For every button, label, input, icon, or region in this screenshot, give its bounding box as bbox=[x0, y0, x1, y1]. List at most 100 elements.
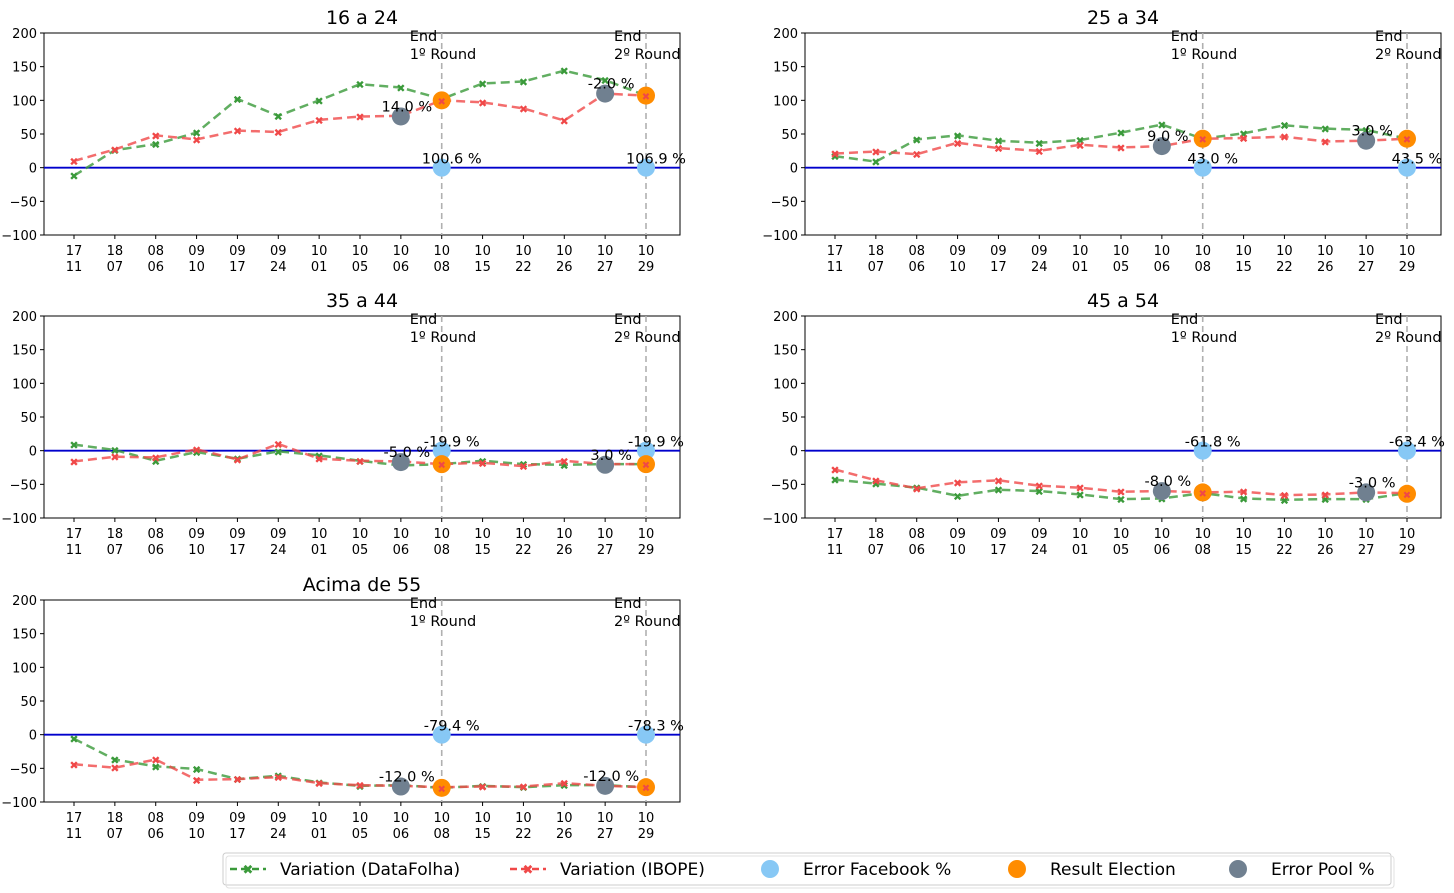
series-point-ibope: ✖ bbox=[355, 455, 364, 468]
facebook-error-label: -19.9 % bbox=[628, 435, 684, 451]
x-tick-label-bottom: 06 bbox=[1154, 543, 1171, 558]
x-tick-label-bottom: 06 bbox=[147, 543, 164, 558]
x-tick-label-bottom: 17 bbox=[990, 260, 1007, 275]
x-tick-label-bottom: 29 bbox=[1399, 543, 1416, 558]
series-point-ibope: ✖ bbox=[274, 126, 283, 139]
series-point-ibope: ✖ bbox=[478, 97, 487, 110]
series-point-ibope: ✖ bbox=[151, 452, 160, 465]
round-end-label-line2: 1º Round bbox=[1171, 47, 1238, 63]
x-tick-label-top: 10 bbox=[1276, 244, 1293, 259]
y-tick-label: 0 bbox=[29, 729, 37, 744]
pool-error-marker bbox=[1357, 131, 1376, 150]
series-point-datafolha: ✖ bbox=[69, 170, 78, 183]
subplot-0: 16 a 24−100−5005010015020017111807080609… bbox=[1, 7, 686, 275]
x-tick-label-bottom: 29 bbox=[638, 827, 655, 842]
election-overlap-point: ✖ bbox=[438, 784, 446, 795]
x-tick-label-bottom: 15 bbox=[474, 827, 491, 842]
election-overlap-point: ✖ bbox=[1403, 490, 1411, 501]
round-end-label-line2: 1º Round bbox=[410, 330, 477, 346]
series-point-datafolha: ✖ bbox=[601, 75, 610, 88]
subplots: 16 a 24−100−5005010015020017111807080609… bbox=[1, 7, 1445, 842]
facebook-error-marker bbox=[1398, 158, 1416, 177]
y-tick-label: 200 bbox=[773, 310, 798, 325]
subplot-3: 45 a 54−100−5005010015020017111807080609… bbox=[762, 290, 1445, 558]
x-tick-label-top: 08 bbox=[147, 811, 164, 826]
x-tick-label-bottom: 24 bbox=[270, 827, 287, 842]
round-end-label-line1: End bbox=[1171, 29, 1199, 45]
series-point-datafolha: ✖ bbox=[478, 78, 487, 91]
series-point-ibope: ✖ bbox=[1280, 131, 1289, 144]
x-tick-label-top: 10 bbox=[1358, 244, 1375, 259]
y-tick-label: 150 bbox=[12, 61, 37, 76]
x-tick-label-bottom: 10 bbox=[188, 827, 205, 842]
y-tick-label: −100 bbox=[1, 229, 37, 244]
series-point-datafolha: ✖ bbox=[315, 450, 324, 463]
round-end-label-line2: 1º Round bbox=[1171, 330, 1238, 346]
x-tick-label-top: 10 bbox=[474, 527, 491, 542]
series-point-ibope: ✖ bbox=[519, 103, 528, 116]
series-point-ibope: ✖ bbox=[233, 125, 242, 138]
x-tick-label-top: 10 bbox=[1072, 244, 1089, 259]
series-line-ibope bbox=[73, 92, 647, 163]
series-point-ibope: ✖ bbox=[560, 115, 569, 128]
series-point-ibope: ✖ bbox=[233, 454, 242, 467]
subplot-title: 35 a 44 bbox=[326, 290, 398, 312]
election-overlap-point: ✖ bbox=[642, 92, 650, 103]
y-tick-label: 150 bbox=[773, 61, 798, 76]
x-tick-label-bottom: 06 bbox=[147, 260, 164, 275]
facebook-error-marker bbox=[432, 725, 451, 744]
y-tick-label: 200 bbox=[12, 27, 37, 42]
series-point-datafolha: ✖ bbox=[1280, 494, 1289, 507]
facebook-error-marker bbox=[432, 158, 451, 177]
x-tick-label-top: 09 bbox=[229, 244, 246, 259]
series-point-ibope: ✖ bbox=[355, 111, 364, 124]
election-result-marker bbox=[637, 455, 655, 474]
y-tick-label: 150 bbox=[773, 344, 798, 359]
x-tick-label-top: 10 bbox=[638, 811, 655, 826]
series-point-datafolha: ✖ bbox=[519, 76, 528, 89]
x-tick-label-top: 18 bbox=[107, 244, 124, 259]
x-tick-label-bottom: 07 bbox=[868, 260, 885, 275]
series-point-datafolha: ✖ bbox=[1239, 493, 1248, 506]
series-point-ibope: ✖ bbox=[478, 457, 487, 470]
x-tick-label-top: 10 bbox=[1276, 527, 1293, 542]
series-point-datafolha: ✖ bbox=[274, 446, 283, 459]
x-tick-label-bottom: 11 bbox=[66, 260, 83, 275]
x-tick-label-top: 10 bbox=[474, 244, 491, 259]
facebook-error-marker bbox=[637, 725, 655, 744]
round-end-label-line2: 2º Round bbox=[614, 330, 681, 346]
x-tick-label-bottom: 26 bbox=[556, 543, 573, 558]
round-end-label-line1: End bbox=[1375, 29, 1403, 45]
x-tick-label-bottom: 05 bbox=[1113, 260, 1130, 275]
y-tick-label: 0 bbox=[790, 445, 798, 460]
y-tick-label: 200 bbox=[773, 27, 798, 42]
pool-error-marker bbox=[391, 107, 410, 126]
series-line-datafolha bbox=[834, 123, 1408, 163]
series-point-ibope: ✖ bbox=[69, 456, 78, 469]
round-end-label-line1: End bbox=[410, 29, 438, 45]
facebook-error-label: -19.9 % bbox=[424, 435, 480, 451]
series-point-ibope: ✖ bbox=[192, 444, 201, 457]
x-tick-label-bottom: 05 bbox=[352, 260, 369, 275]
series-point-datafolha: ✖ bbox=[1035, 486, 1044, 499]
x-tick-label-top: 08 bbox=[147, 244, 164, 259]
x-tick-label-top: 10 bbox=[352, 811, 369, 826]
series-point-ibope: ✖ bbox=[315, 114, 324, 127]
x-tick-label-bottom: 06 bbox=[908, 260, 925, 275]
election-overlap-point: ✖ bbox=[642, 461, 650, 472]
x-tick-label-top: 10 bbox=[597, 527, 614, 542]
x-tick-label-top: 10 bbox=[597, 811, 614, 826]
x-tick-label-bottom: 01 bbox=[311, 827, 328, 842]
series-point-datafolha: ✖ bbox=[1076, 489, 1085, 502]
x-tick-label-top: 08 bbox=[908, 244, 925, 259]
series-point-datafolha: ✖ bbox=[355, 455, 364, 468]
x-tick-label-bottom: 26 bbox=[1317, 543, 1334, 558]
series-point-datafolha: ✖ bbox=[912, 134, 921, 147]
legend-item-datafolha: ✖ Variation (DataFolha) bbox=[230, 860, 460, 880]
x-tick-label-bottom: 24 bbox=[270, 543, 287, 558]
y-tick-label: 50 bbox=[781, 128, 798, 143]
election-result-marker bbox=[1398, 129, 1416, 148]
x-tick-label-top: 09 bbox=[229, 811, 246, 826]
x-tick-label-top: 18 bbox=[107, 527, 124, 542]
x-tick-label-bottom: 24 bbox=[1031, 260, 1048, 275]
